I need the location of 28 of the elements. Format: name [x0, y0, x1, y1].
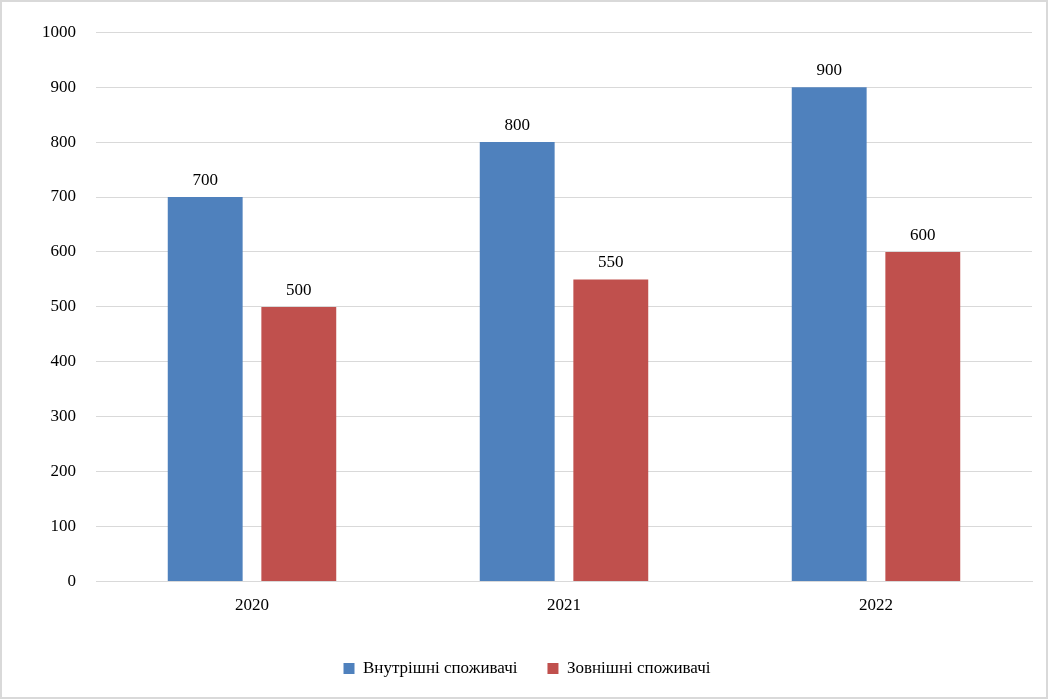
- y-tick-label: 300: [50, 406, 76, 426]
- x-tick-label: 2021: [547, 595, 581, 615]
- legend-label: Внутрішні споживачі: [363, 657, 518, 677]
- bar: [167, 197, 243, 582]
- y-tick-label: 100: [50, 516, 76, 536]
- y-tick-label: 700: [50, 186, 76, 206]
- bar: [791, 87, 867, 582]
- y-tick-label: 400: [50, 351, 76, 371]
- y-tick-label: 600: [50, 241, 76, 261]
- data-label: 550: [598, 252, 624, 272]
- data-label: 500: [286, 279, 312, 299]
- x-tick-label: 2022: [859, 595, 893, 615]
- y-tick-label: 800: [50, 131, 76, 151]
- y-tick-label: 900: [50, 76, 76, 96]
- bar: [479, 142, 555, 582]
- bar: [885, 251, 961, 582]
- data-label: 600: [910, 224, 936, 244]
- x-tick-label: 2020: [235, 595, 269, 615]
- y-tick-label: 200: [50, 461, 76, 481]
- legend-label: Зовнішні споживачі: [566, 657, 711, 677]
- y-tick-label: 1000: [42, 21, 76, 41]
- bar: [573, 279, 649, 582]
- data-label: 800: [504, 115, 530, 135]
- bar: [261, 306, 337, 582]
- y-tick-label: 500: [50, 296, 76, 316]
- data-label: 900: [816, 60, 842, 80]
- data-label: 700: [192, 169, 218, 189]
- y-tick-label: 0: [67, 571, 76, 591]
